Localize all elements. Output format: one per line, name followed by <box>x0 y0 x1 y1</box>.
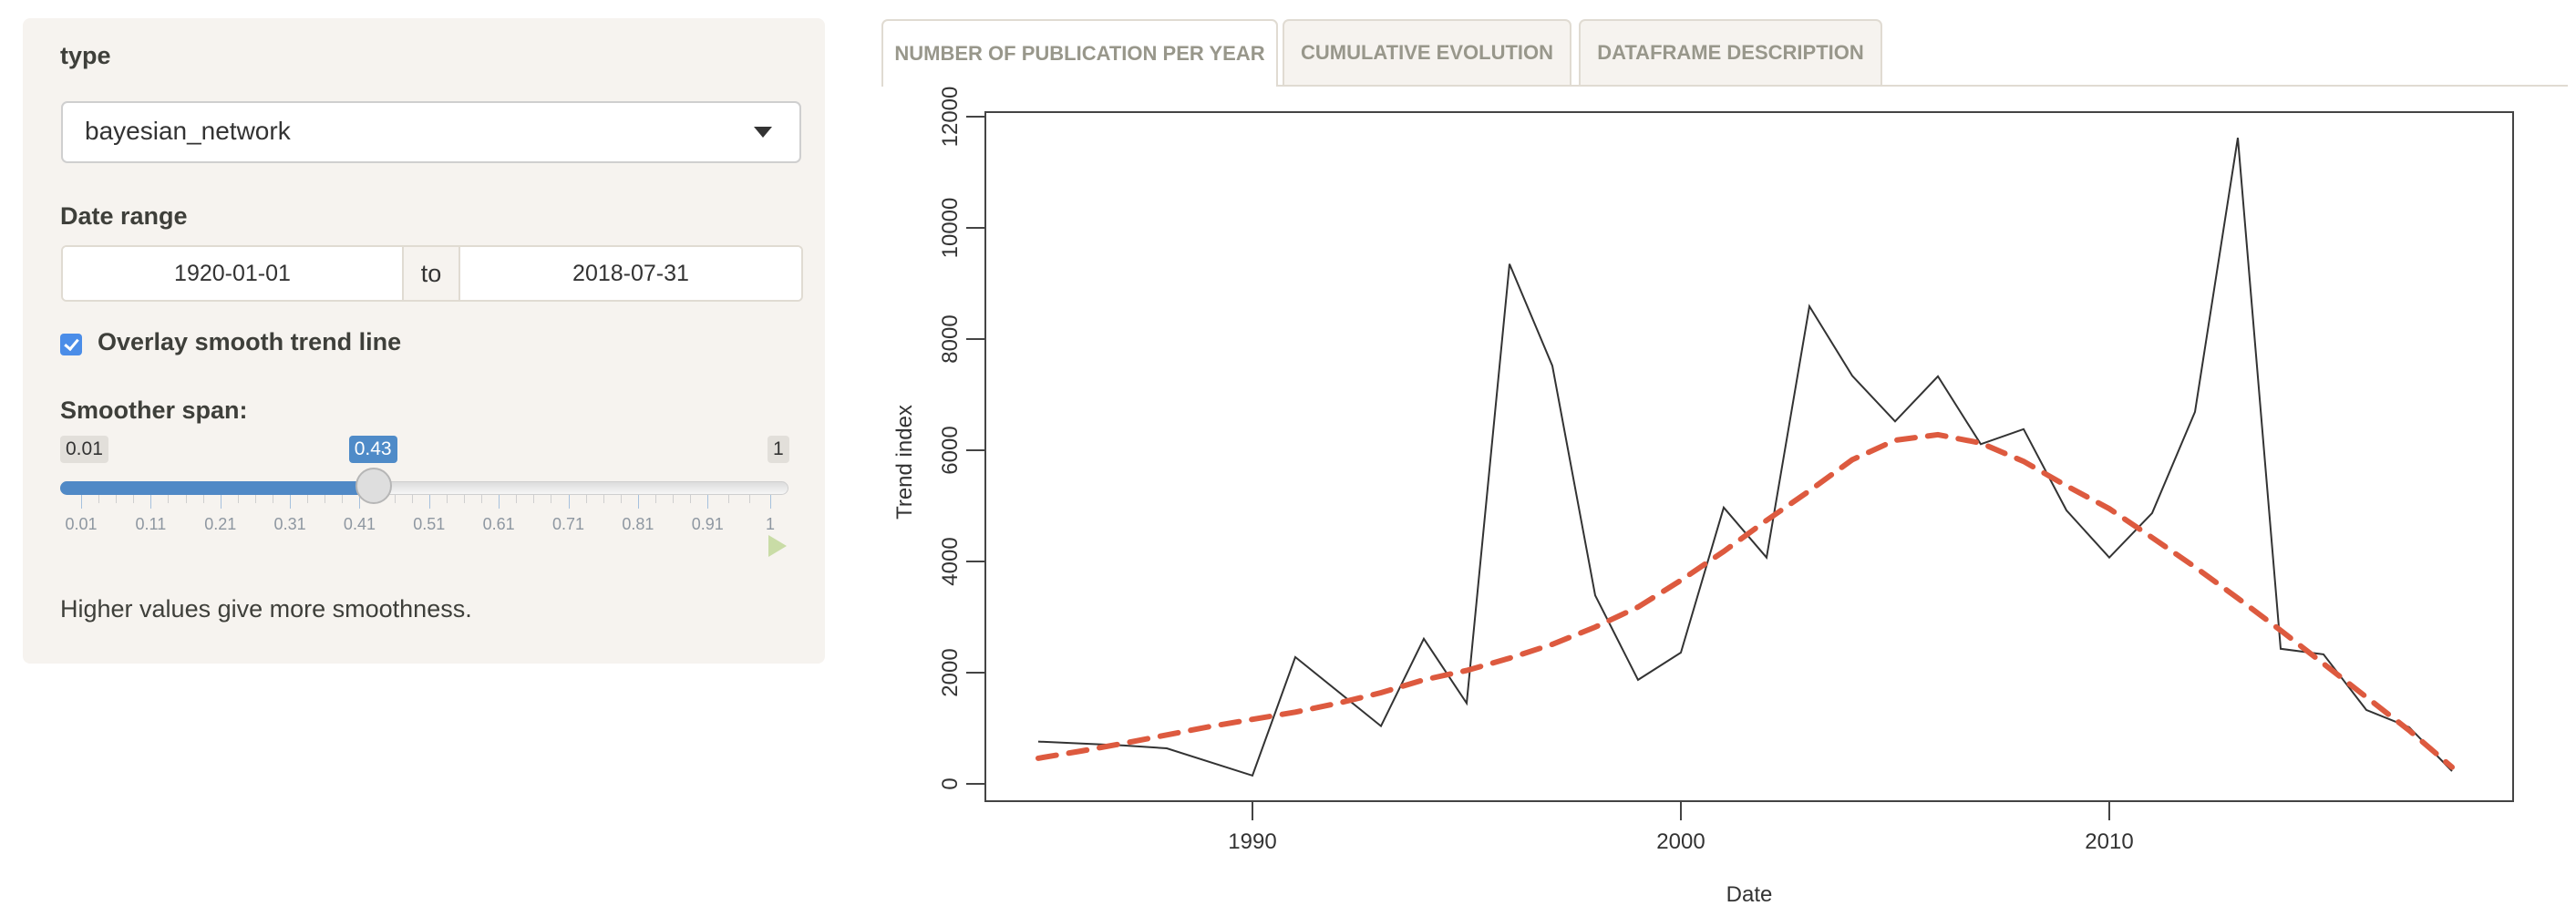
slider-minor-tick <box>342 495 344 503</box>
slider-minor-tick <box>98 495 100 503</box>
trend-chart: 0 2000 4000 6000 8000 10000 12000 1990 2000 2010… <box>892 87 2514 906</box>
type-label: type <box>60 42 111 69</box>
slider-fill <box>60 481 374 495</box>
y-tick-label: 10000 <box>938 198 963 259</box>
slider-minor-tick <box>202 495 204 503</box>
slider-major-tick <box>290 495 292 509</box>
y-tick-label: 6000 <box>938 426 963 474</box>
slider-minor-tick <box>237 495 239 503</box>
play-icon[interactable] <box>768 535 787 557</box>
chevron-down-icon[interactable] <box>754 127 772 138</box>
x-tick-label: 1990 <box>1228 829 1276 854</box>
slider-minor-tick <box>133 495 135 503</box>
slider-grid-label: 0.61 <box>482 515 515 533</box>
y-tick-label: 4000 <box>938 537 963 585</box>
slider-grid-label: 0.51 <box>413 515 446 533</box>
slider-grid-label: 1 <box>765 515 776 533</box>
smoother-span-label: Smoother span: <box>60 396 248 424</box>
slider-minor-tick <box>620 495 622 503</box>
slider-handle[interactable] <box>355 468 392 504</box>
slider-minor-tick <box>603 495 604 503</box>
slider-minor-tick <box>673 495 675 503</box>
slider-minor-tick <box>394 495 396 503</box>
y-tick-label: 2000 <box>938 648 963 696</box>
plot-frame <box>984 111 2514 802</box>
x-axis-title: Date <box>1726 882 1773 906</box>
slider-grid-label: 0.21 <box>204 515 237 533</box>
overlay-checkbox[interactable] <box>60 334 82 355</box>
date-start-input[interactable]: 1920-01-01 <box>63 247 402 300</box>
y-tick-label: 0 <box>938 777 963 789</box>
slider-minor-tick <box>307 495 309 503</box>
x-axis: 1990 2000 2010 <box>1228 801 2134 854</box>
y-tick-label: 8000 <box>938 314 963 363</box>
help-text: Higher values give more smoothness. <box>60 595 472 623</box>
slider-major-tick <box>428 495 430 509</box>
y-axis: 0 2000 4000 6000 8000 10000 12000 <box>938 87 985 790</box>
slider-min-label: 0.01 <box>60 436 108 463</box>
type-select-value: bayesian_network <box>85 117 291 145</box>
sidebar-panel: type bayesian_network Date range 1920-01… <box>23 18 825 664</box>
slider-grid-label: 0.81 <box>622 515 654 533</box>
y-axis-title: Trend index <box>892 405 917 520</box>
smooth-point <box>1336 702 1340 705</box>
slider-grid-label: 0.71 <box>552 515 585 533</box>
slider-minor-tick <box>116 495 118 503</box>
slider-value-label: 0.43 <box>348 436 397 463</box>
slider-major-tick <box>499 495 500 509</box>
slider-minor-tick <box>411 495 413 503</box>
slider-minor-tick <box>655 495 656 503</box>
slider-major-tick <box>770 495 771 509</box>
slider-minor-tick <box>728 495 730 503</box>
slider-minor-tick <box>464 495 465 503</box>
x-tick-label: 2000 <box>1656 829 1705 854</box>
tab-dataframe-description[interactable]: DATAFRAME DESCRIPTION <box>1579 19 1882 85</box>
slider-major-tick <box>220 495 222 509</box>
tabs-divider <box>881 85 2568 87</box>
slider-major-tick <box>707 495 709 509</box>
slider-major-tick <box>81 495 82 509</box>
slider-minor-tick <box>585 495 587 503</box>
slider-major-tick <box>568 495 570 509</box>
slider-minor-tick <box>446 495 448 503</box>
slider-minor-tick <box>533 495 535 503</box>
slider-grid-label: 0.91 <box>691 515 724 533</box>
type-select[interactable]: bayesian_network <box>61 101 801 163</box>
slider-grid-label: 0.41 <box>343 515 376 533</box>
slider-minor-tick <box>254 495 256 503</box>
x-tick-label: 2010 <box>2085 829 2133 854</box>
slider-grid-label: 0.01 <box>65 515 98 533</box>
slider-minor-tick <box>516 495 518 503</box>
smooth-point <box>2193 565 2197 569</box>
date-range-input: 1920-01-01 to 2018-07-31 <box>61 245 803 302</box>
slider-major-tick <box>359 495 361 509</box>
slider-minor-tick <box>185 495 187 503</box>
slider-minor-tick <box>749 495 751 503</box>
smooth-point <box>2065 484 2068 488</box>
y-tick-label: 12000 <box>938 87 963 147</box>
smooth-trend-line <box>1036 431 2455 770</box>
tab-number-of-publication-per-year[interactable]: NUMBER OF PUBLICATION PER YEAR <box>881 19 1278 87</box>
slider-grid-label: 0.31 <box>273 515 306 533</box>
trend-index-line <box>1037 138 2453 777</box>
slider-major-tick <box>637 495 639 509</box>
series-group <box>1036 138 2455 777</box>
tab-cumulative-evolution[interactable]: CUMULATIVE EVOLUTION <box>1283 19 1571 85</box>
date-range-label: Date range <box>60 202 188 230</box>
slider-major-tick <box>150 495 152 509</box>
slider-max-label: 1 <box>768 436 789 463</box>
date-end-input[interactable]: 2018-07-31 <box>460 247 801 300</box>
slider-grid-label: 0.11 <box>135 515 167 533</box>
slider-minor-tick <box>168 495 170 503</box>
overlay-checkbox-label[interactable]: Overlay smooth trend line <box>98 328 402 355</box>
slider-minor-tick <box>481 495 483 503</box>
slider-minor-tick <box>690 495 692 503</box>
date-separator: to <box>402 247 460 300</box>
